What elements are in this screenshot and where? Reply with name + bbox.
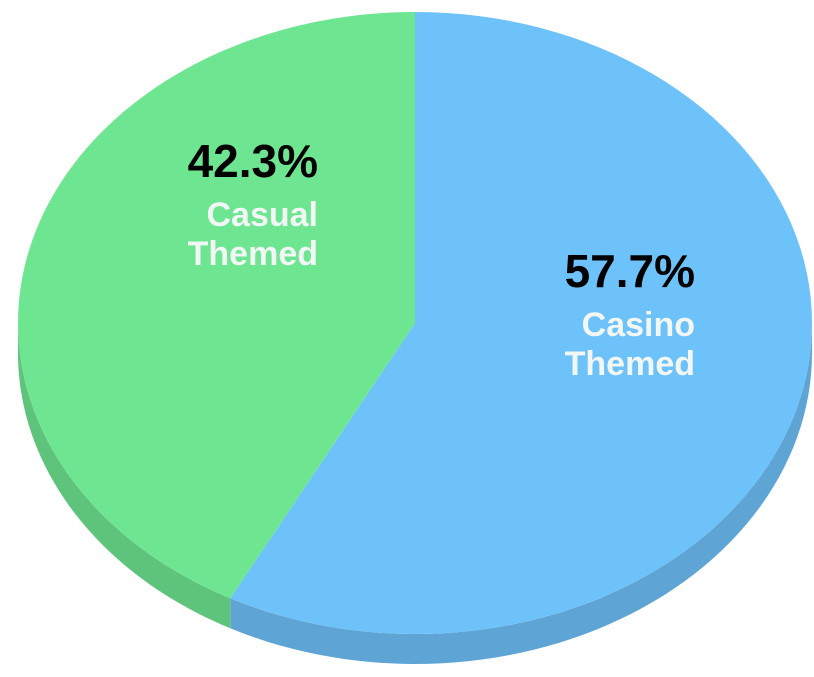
slice-label: 42.3% Casual Themed [118, 135, 318, 274]
slice [230, 12, 812, 634]
slice-label: 57.7% Casino Themed [495, 245, 695, 384]
value-label: 57.7% [564, 245, 695, 297]
slice-side [230, 323, 812, 664]
value-label: 42.3% [187, 135, 318, 187]
slice-side [18, 323, 231, 629]
category-label: Casino Themed [564, 305, 695, 383]
slice [18, 12, 415, 599]
category-label: Casual Themed [187, 195, 318, 273]
